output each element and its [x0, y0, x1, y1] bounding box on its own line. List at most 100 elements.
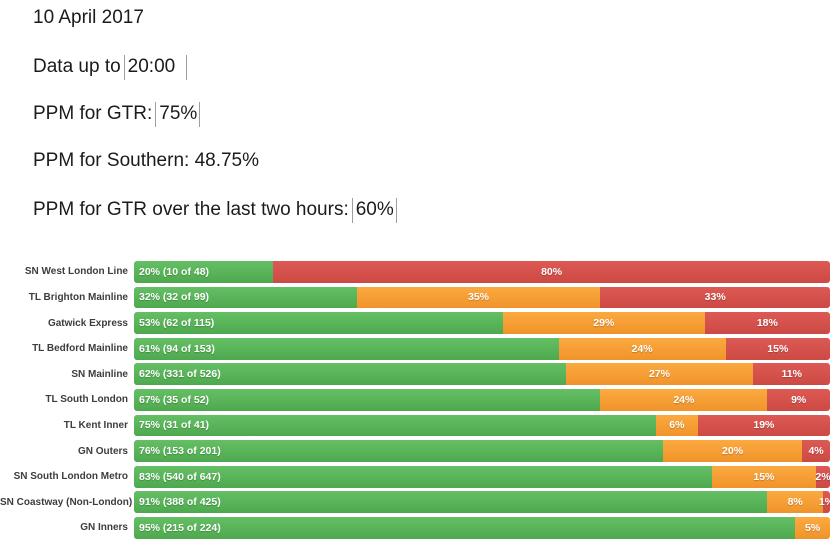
- ppm-southern-label: PPM for Southern:: [33, 150, 190, 171]
- bar-segment-amber: 35%: [356, 286, 601, 309]
- bar-segment-amber: 29%: [502, 312, 705, 334]
- ppm-gtr-2h-value[interactable]: 60%: [351, 198, 397, 223]
- chart-row: SN West London Line 20% (10 of 48) 80%: [0, 261, 830, 283]
- ppm-gtr-value[interactable]: 75%: [155, 102, 201, 127]
- row-label: TL South London: [45, 394, 128, 406]
- bar-segment-label: 8%: [787, 496, 803, 509]
- bar-segment-label: 27%: [648, 368, 670, 381]
- chart-row: TL Brighton Mainline 32% (32 of 99) 35% 33%: [0, 286, 830, 309]
- bar-track: 20% (10 of 48) 80%: [134, 261, 830, 283]
- chart-row: SN Mainline 62% (331 of 526) 27% 11%: [0, 363, 830, 386]
- chart-row: SN South London Metro 83% (540 of 647) 15%…: [0, 465, 830, 488]
- bar-segment-amber: 5%: [795, 516, 830, 539]
- bar-segment-label: 35%: [468, 291, 490, 304]
- bar-track: 75% (31 of 41) 6% 19%: [134, 414, 830, 437]
- bar-segment-label: 29%: [593, 317, 615, 330]
- bar-segment-label: 18%: [756, 317, 778, 330]
- bar-track: 83% (540 of 647) 15% 2%: [134, 465, 830, 488]
- ppm-gtr-label: PPM for GTR:: [33, 103, 153, 124]
- bar-track: 76% (153 of 201) 20% 4%: [134, 440, 830, 462]
- ppm-southern-line: PPM for Southern: 48.75%: [33, 150, 259, 172]
- row-label: TL Kent Inner: [63, 419, 128, 431]
- bar-segment-label: 32% (32 of 99): [139, 291, 210, 304]
- row-label: GN Inners: [80, 522, 128, 534]
- bar-track: 67% (35 of 52) 24% 9%: [134, 388, 830, 411]
- bar-segment-label: 20%: [722, 445, 744, 458]
- bar-track: 53% (62 of 115) 29% 18%: [134, 312, 830, 334]
- bar-segment-green: 76% (153 of 201): [134, 440, 663, 462]
- bar-segment-green: 32% (32 of 99): [134, 286, 357, 309]
- bar-segment-label: 2%: [815, 470, 830, 483]
- row-label: TL Brighton Mainline: [28, 291, 128, 303]
- chart-row: TL Bedford Mainline 61% (94 of 153) 24% 15%: [0, 337, 830, 360]
- bar-segment-amber: 15%: [711, 465, 817, 488]
- bar-segment-red: 4%: [802, 440, 830, 462]
- data-up-to-line: Data up to 20:00: [33, 55, 188, 80]
- chart-row: TL South London 67% (35 of 52) 24% 9%: [0, 388, 830, 411]
- bar-segment-green: 62% (331 of 526): [134, 363, 566, 386]
- chart-row: GN Inners 95% (215 of 224) 5%: [0, 516, 830, 539]
- bar-segment-label: 11%: [781, 368, 802, 381]
- bar-segment-green: 75% (31 of 41): [134, 414, 656, 437]
- row-label: Gatwick Express: [47, 317, 128, 329]
- chart-row: SN Coastway (Non-London) 91% (388 of 425)…: [0, 491, 830, 514]
- bar-segment-label: 4%: [808, 445, 824, 458]
- bar-segment-label: 15%: [767, 342, 789, 355]
- bar-segment-red: 1%: [819, 491, 830, 514]
- row-label: SN Coastway (Non-London): [0, 496, 133, 508]
- bar-segment-red: 19%: [697, 414, 830, 437]
- ppm-gtr-line: PPM for GTR: 75%: [33, 102, 201, 127]
- bar-segment-red: 80%: [273, 261, 830, 283]
- bar-segment-red: 18%: [704, 312, 830, 334]
- chart-row: TL Kent Inner 75% (31 of 41) 6% 19%: [0, 414, 830, 437]
- bar-segment-label: 76% (153 of 201): [139, 445, 221, 458]
- bar-segment-amber: 27%: [565, 363, 754, 386]
- bar-segment-label: 53% (62 of 115): [139, 317, 215, 330]
- bar-segment-green: 20% (10 of 48): [134, 261, 274, 283]
- data-up-to-value[interactable]: 20:00: [123, 55, 188, 80]
- bar-segment-label: 5%: [804, 521, 821, 534]
- bar-segment-green: 53% (62 of 115): [134, 312, 503, 334]
- row-label: TL Bedford Mainline: [32, 343, 128, 355]
- bar-track: 95% (215 of 224) 5%: [134, 516, 830, 539]
- row-label: GN Outers: [77, 445, 128, 457]
- bar-segment-label: 80%: [541, 265, 563, 278]
- bar-segment-label: 15%: [753, 470, 775, 483]
- bar-segment-green: 67% (35 of 52): [134, 388, 601, 411]
- bar-segment-label: 75% (31 of 41): [139, 419, 210, 432]
- bar-segment-label: 67% (35 of 52): [139, 393, 210, 406]
- bar-segment-green: 95% (215 of 224): [134, 516, 796, 539]
- chart-row: GN Outers 76% (153 of 201) 20% 4%: [0, 440, 830, 462]
- bar-segment-amber: 6%: [656, 414, 698, 437]
- bar-segment-label: 91% (388 of 425): [139, 496, 221, 509]
- bar-segment-amber: 24%: [558, 337, 726, 360]
- bar-segment-amber: 8%: [767, 491, 824, 514]
- bar-segment-label: 1%: [818, 496, 830, 509]
- bar-track: 61% (94 of 153) 24% 15%: [134, 337, 830, 360]
- bar-segment-label: 24%: [631, 342, 653, 355]
- bar-segment-label: 9%: [791, 393, 807, 406]
- bar-segment-label: 6%: [669, 419, 685, 432]
- bar-segment-label: 62% (331 of 526): [139, 368, 221, 381]
- bar-segment-green: 61% (94 of 153): [134, 337, 559, 360]
- data-up-to-label: Data up to: [33, 56, 121, 77]
- bar-track: 32% (32 of 99) 35% 33%: [134, 286, 830, 309]
- bar-segment-label: 33%: [704, 291, 726, 304]
- row-label: SN Mainline: [71, 368, 128, 380]
- report-date: 10 April 2017: [33, 7, 144, 28]
- ppm-gtr-2h-label: PPM for GTR over the last two hours:: [33, 199, 349, 220]
- bar-segment-green: 91% (388 of 425): [134, 491, 768, 514]
- row-label: SN West London Line: [24, 266, 128, 278]
- bar-segment-label: 24%: [673, 393, 695, 406]
- bar-segment-green: 83% (540 of 647): [134, 465, 712, 488]
- bar-segment-label: 61% (94 of 153): [139, 342, 215, 355]
- bar-segment-label: 19%: [753, 419, 775, 432]
- ppm-gtr-2h-line: PPM for GTR over the last two hours: 60%: [33, 198, 397, 223]
- bar-segment-red: 2%: [815, 465, 830, 488]
- bar-track: 91% (388 of 425) 8% 1%: [134, 491, 830, 514]
- bar-track: 62% (331 of 526) 27% 11%: [134, 363, 830, 386]
- bar-segment-red: 15%: [725, 337, 830, 360]
- row-label: SN South London Metro: [13, 471, 128, 483]
- bar-segment-label: 20% (10 of 48): [139, 265, 210, 278]
- bar-segment-red: 11%: [753, 363, 830, 386]
